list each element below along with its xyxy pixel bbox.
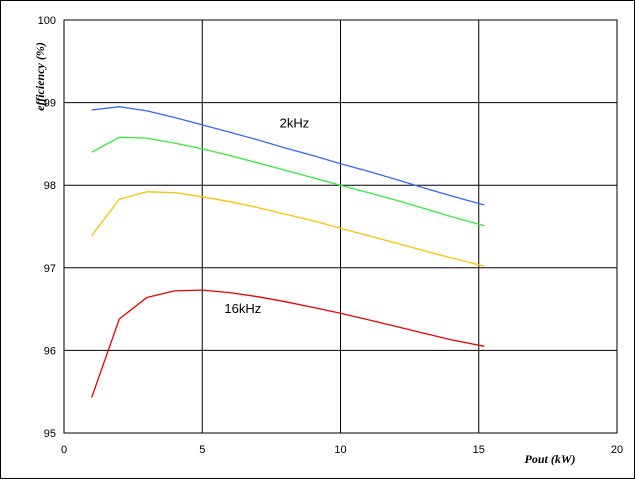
annotation-label: 16kHz: [224, 301, 261, 316]
annotation-label: 2kHz: [280, 115, 310, 130]
y-tick-label: 99: [44, 98, 56, 110]
x-axis-label: Pout (kW): [525, 452, 576, 466]
x-tick-label: 0: [61, 444, 67, 456]
x-tick-label: 15: [473, 444, 485, 456]
grid: [63, 19, 618, 434]
y-tick-label: 97: [44, 263, 56, 275]
x-tick-label: 5: [199, 444, 205, 456]
x-tick-label: 10: [334, 444, 346, 456]
series-line-4: [91, 289, 485, 398]
y-tick-label: 98: [44, 180, 56, 192]
series-line-1: [91, 106, 485, 206]
y-axis-label: efficiency (%): [33, 42, 47, 111]
plot-area: [63, 19, 618, 434]
y-tick-label: 95: [44, 428, 56, 440]
y-tick-label: 100: [38, 15, 56, 27]
x-tick-label: 20: [611, 444, 623, 456]
series-group: [91, 106, 485, 398]
series-line-3: [91, 191, 485, 267]
tick-labels: 95 96 97 98 99 100 0 5 10 15 20: [38, 15, 623, 456]
y-tick-label: 96: [44, 345, 56, 357]
annotations: 2kHz 16kHz: [224, 115, 309, 316]
series-line-2: [91, 136, 485, 227]
